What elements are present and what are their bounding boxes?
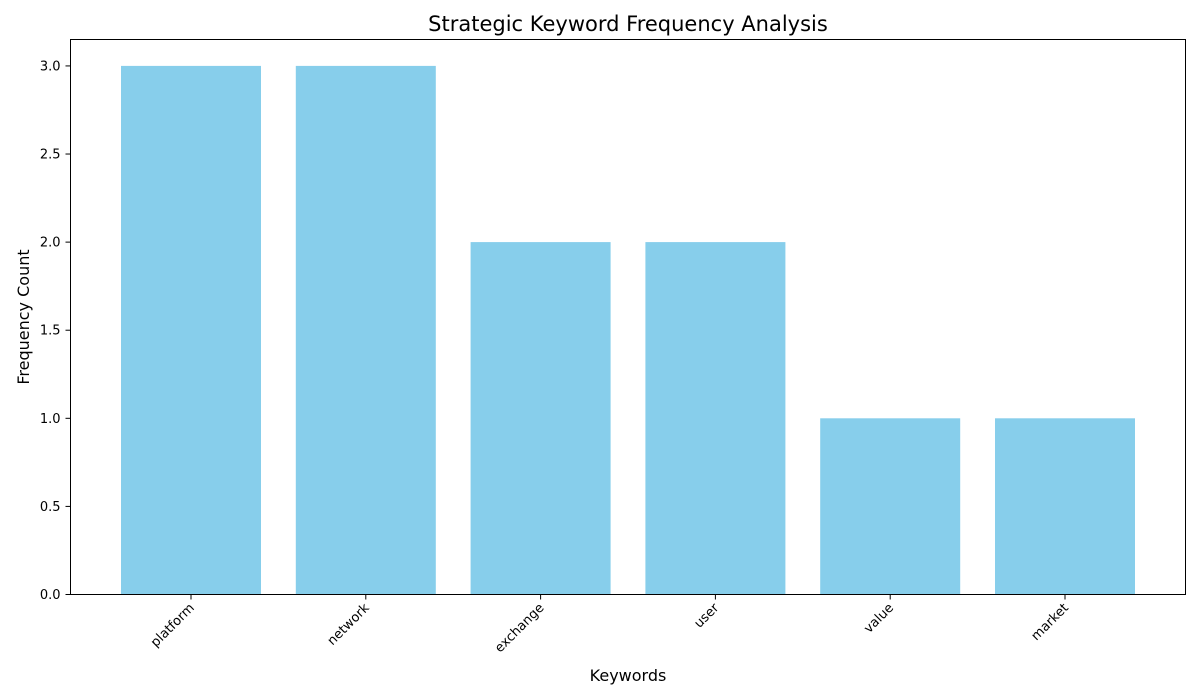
bar-user	[645, 242, 786, 595]
y-axis-label: Frequency Count	[14, 249, 33, 384]
y-tick-label: 1.0	[40, 412, 61, 427]
bar-platform	[121, 65, 261, 595]
y-tick-label: 2.5	[40, 148, 61, 163]
y-tick-label: 1.5	[40, 324, 61, 339]
bar-market	[995, 418, 1135, 595]
bars-group	[121, 65, 1135, 595]
y-tick-label: 2.0	[40, 236, 61, 251]
y-axis: 0.0 0.5 1.0 1.5 2.0 2.5 3.0	[40, 59, 71, 603]
bar-exchange	[470, 242, 611, 595]
bar-network	[295, 65, 436, 595]
chart-title: Strategic Keyword Frequency Analysis	[428, 12, 828, 36]
y-tick-label: 0.5	[40, 500, 61, 515]
y-tick-label: 0.0	[40, 588, 61, 603]
x-axis-label: Keywords	[590, 666, 667, 685]
bar-value	[820, 418, 961, 595]
y-tick-label: 3.0	[40, 59, 61, 74]
plot-frame	[70, 39, 1186, 595]
